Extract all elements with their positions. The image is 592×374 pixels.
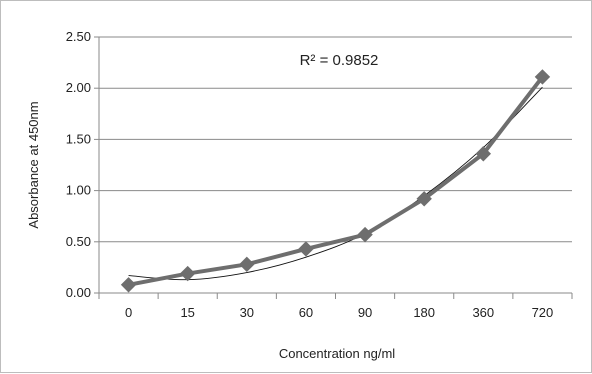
x-tick-label: 60 bbox=[299, 305, 313, 320]
data-point-marker bbox=[298, 241, 314, 257]
x-tick-label: 720 bbox=[532, 305, 554, 320]
data-point-marker bbox=[239, 256, 255, 273]
data-point-marker bbox=[416, 191, 432, 207]
y-tick-label: 0.00 bbox=[66, 285, 91, 300]
x-axis-title: Concentration ng/ml bbox=[279, 346, 395, 361]
y-tick-label: 1.00 bbox=[66, 183, 91, 198]
y-tick-labels: 0.00 0.50 1.00 1.50 2.00 2.50 bbox=[66, 29, 91, 300]
x-tick-label: 90 bbox=[358, 305, 372, 320]
series-line bbox=[126, 74, 545, 287]
data-points bbox=[120, 69, 551, 293]
y-tick-label: 2.00 bbox=[66, 80, 91, 95]
x-tick-label: 30 bbox=[240, 305, 254, 320]
trendline bbox=[128, 86, 543, 281]
series bbox=[126, 74, 545, 287]
x-tick-label: 360 bbox=[472, 305, 494, 320]
data-point-marker bbox=[475, 146, 492, 162]
x-tick-label: 15 bbox=[180, 305, 194, 320]
x-tick-labels: 0 15 30 60 90 180 360 720 bbox=[125, 305, 553, 320]
y-tick-label: 0.50 bbox=[66, 234, 91, 249]
y-tick-label: 2.50 bbox=[66, 29, 91, 44]
data-point-marker bbox=[120, 277, 137, 293]
data-point-marker bbox=[357, 226, 373, 243]
data-point-marker bbox=[534, 69, 551, 85]
x-tick-label: 180 bbox=[413, 305, 435, 320]
gridlines bbox=[99, 36, 572, 243]
x-tick-label: 0 bbox=[125, 305, 132, 320]
axes bbox=[94, 36, 573, 299]
y-axis-title: Absorbance at 450nm bbox=[26, 101, 41, 228]
trendline-path bbox=[128, 86, 543, 281]
data-point-marker bbox=[179, 265, 196, 282]
r-squared-annotation: R² = 0.9852 bbox=[300, 52, 379, 69]
y-tick-label: 1.50 bbox=[66, 131, 91, 146]
